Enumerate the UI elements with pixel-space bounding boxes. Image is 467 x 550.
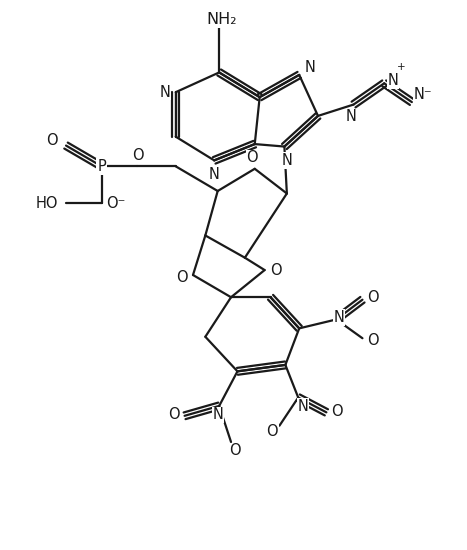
Text: N: N xyxy=(346,109,356,124)
Text: N: N xyxy=(209,167,219,182)
Text: O: O xyxy=(46,133,58,148)
Text: O⁻: O⁻ xyxy=(106,196,125,211)
Text: O: O xyxy=(266,424,278,439)
Text: N: N xyxy=(298,399,309,414)
Text: O: O xyxy=(247,150,258,166)
Text: N⁻: N⁻ xyxy=(413,87,432,102)
Text: NH₂: NH₂ xyxy=(206,12,237,27)
Text: N: N xyxy=(159,85,170,100)
Text: N: N xyxy=(304,60,316,75)
Text: O: O xyxy=(368,333,379,348)
Text: O: O xyxy=(332,404,343,419)
Text: O: O xyxy=(168,408,179,422)
Text: HO: HO xyxy=(36,196,58,211)
Text: O: O xyxy=(368,290,379,305)
Text: O: O xyxy=(177,270,188,285)
Text: N: N xyxy=(282,153,292,168)
Text: N: N xyxy=(213,408,224,422)
Text: N: N xyxy=(333,310,344,325)
Text: N: N xyxy=(388,73,398,89)
Text: O: O xyxy=(269,262,281,278)
Text: O: O xyxy=(132,148,144,163)
Text: +: + xyxy=(397,63,406,73)
Text: O: O xyxy=(229,443,241,458)
Text: P: P xyxy=(97,159,106,174)
